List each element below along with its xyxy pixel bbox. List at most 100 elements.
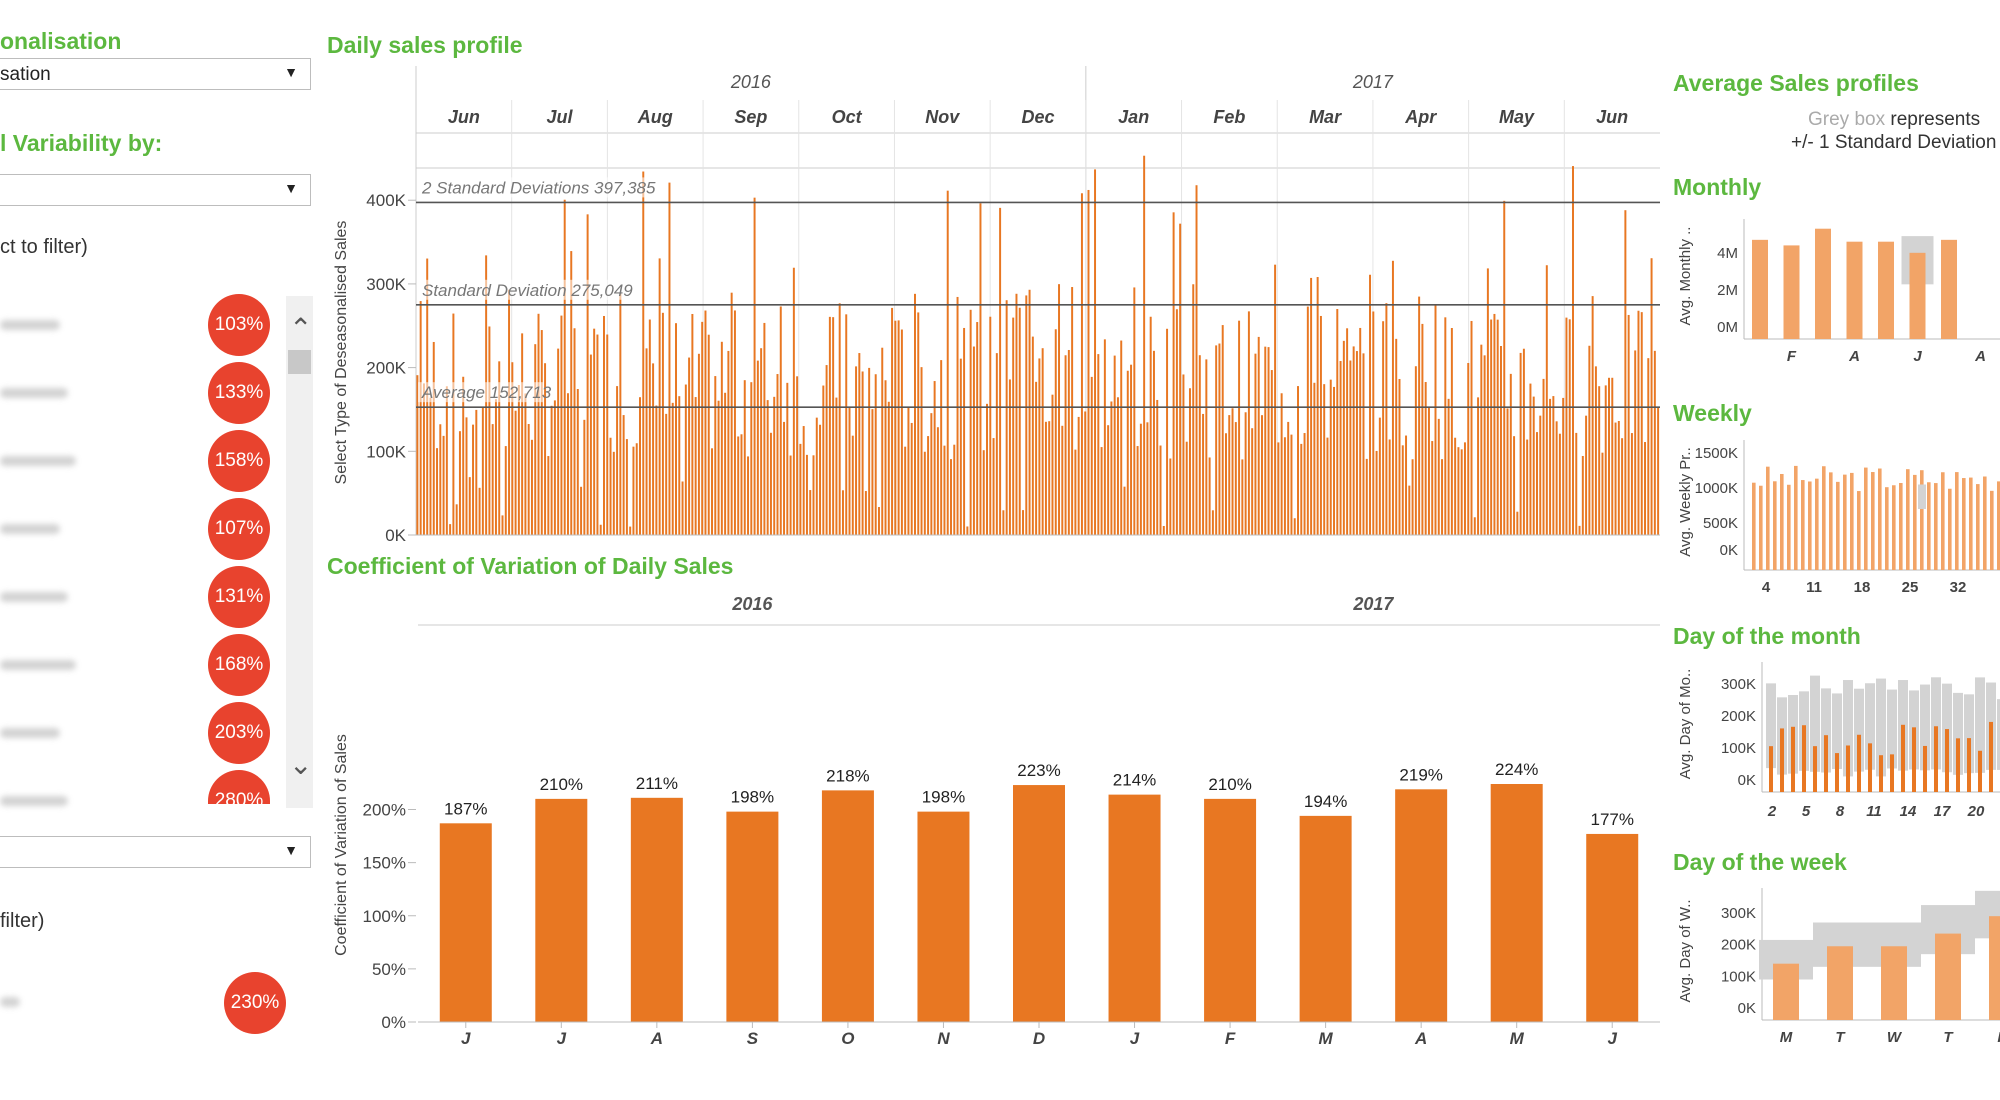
deseasonalisation-value: sation [0,64,51,85]
scrollbar-thumb[interactable] [288,350,311,374]
daily-bar [750,382,753,535]
cv-value-label: 194% [1304,792,1347,811]
dom-bar [1912,727,1916,792]
daily-bar [639,397,641,535]
daily-bar [946,190,949,535]
variability-badge[interactable]: 131% [208,566,270,628]
daily-bar [1048,421,1051,535]
daily-bar [950,459,952,535]
daily-bar [1411,459,1414,535]
deseasonalisation-dropdown[interactable]: sation ▼ [0,58,311,90]
daily-bar [1287,421,1290,535]
y-tick-label: 500K [1703,515,1738,532]
blurred-item-name [0,320,60,330]
daily-bar [730,292,733,535]
year-label: 2017 [1352,594,1394,614]
dom-bar [1967,738,1971,792]
daily-bar [1434,305,1437,535]
daily-bar [1116,397,1119,535]
weekly-bar [1969,477,1973,570]
daily-bar [789,455,792,535]
cv-bar [726,811,779,1022]
std-band [1854,688,1864,772]
daily-bar [1372,311,1375,535]
weekly-title: Weekly [1673,400,1752,426]
scroll-down-icon[interactable]: ⌄ [289,749,313,780]
daily-bar [766,400,769,535]
dom-bar [1824,735,1828,792]
daily-bar [468,477,471,535]
variability-badge[interactable]: 168% [208,634,270,696]
variability-badge[interactable]: 103% [208,294,270,356]
daily-bar [812,455,815,535]
variability-badge[interactable]: 158% [208,430,270,492]
cv-value-label: 210% [540,775,583,794]
y-tick-label: 300K [1721,676,1756,693]
dom-bar [1813,746,1817,792]
cv-value-label: 224% [1495,760,1538,779]
std-band [1997,699,2000,770]
list-scrollbar[interactable] [286,296,313,808]
daily-bar [1447,398,1450,535]
cv-chart: 2016 2017 0% 50% 100% 150% 200% Coefficient of … [333,594,1660,1048]
daily-bar [1385,303,1388,535]
month-label: Feb [1213,107,1245,127]
dom-bar [1956,738,1960,792]
month-label: Jan [1118,107,1149,127]
daily-bar [792,267,795,535]
scroll-up-icon[interactable]: ⌃ [289,313,313,344]
daily-bar [655,405,658,535]
daily-bar [1139,423,1142,535]
weekly-bar [1815,478,1819,570]
daily-bar [976,322,979,535]
daily-bar [1444,317,1447,535]
daily-bar [1617,421,1620,535]
weekly-bar [1892,485,1896,570]
daily-bar [439,424,442,535]
weekly-bar [1934,483,1938,570]
chevron-down-icon: ▼ [284,842,298,858]
x-tick-label: T [1835,1029,1846,1046]
daily-bar [1424,382,1427,535]
variability-dropdown[interactable]: ▼ [0,174,311,206]
daily-bar [999,207,1002,535]
daily-bar [864,491,867,535]
weekly-bar [1955,472,1959,570]
daily-bar [606,334,609,535]
weekly-bar [1801,480,1805,570]
month-label: Jun [448,107,480,127]
variability-badge[interactable]: 280% [208,770,270,804]
daily-bar [1090,376,1093,535]
variability-badge[interactable]: 203% [208,702,270,764]
daily-bar [1225,433,1227,535]
variability-badge[interactable]: 133% [208,362,270,424]
daily-bar [773,396,776,535]
daily-bar [1054,329,1057,535]
daily-bar [904,446,907,535]
daily-bar [436,448,439,535]
dom-bar [1791,726,1795,792]
daily-bar [1486,268,1489,535]
daily-bar [1323,384,1326,535]
day-of-week-chart: Avg. Day of W.. 0K 100K 200K 300K M T W T F [1677,888,2000,1046]
daily-bar [442,435,445,535]
daily-bar [1018,307,1021,535]
x-tick-label: 25 [1902,579,1919,596]
variability-badge[interactable]: 230% [224,972,286,1034]
month-label: Mar [1309,107,1342,127]
daily-bar [648,319,651,535]
daily-bar [599,524,602,535]
bottom-dropdown[interactable]: ▼ [0,836,311,868]
monthly-title: Monthly [1673,174,1762,200]
daily-bar [1172,212,1175,535]
daily-bar [1077,416,1080,535]
weekly-chart: Avg. Weekly Pr.. 0K 500K 1000K 1500K 4 11 18 25 3… [1677,440,2000,596]
cv-value-label: 198% [731,788,774,807]
daily-bar [1290,434,1293,535]
cv-value-label: 223% [1017,761,1060,780]
daily-bar [979,203,982,535]
cv-x-label: J [1607,1029,1617,1048]
daily-bar [1408,485,1411,535]
variability-badge[interactable]: 107% [208,498,270,560]
daily-bar [753,197,756,535]
